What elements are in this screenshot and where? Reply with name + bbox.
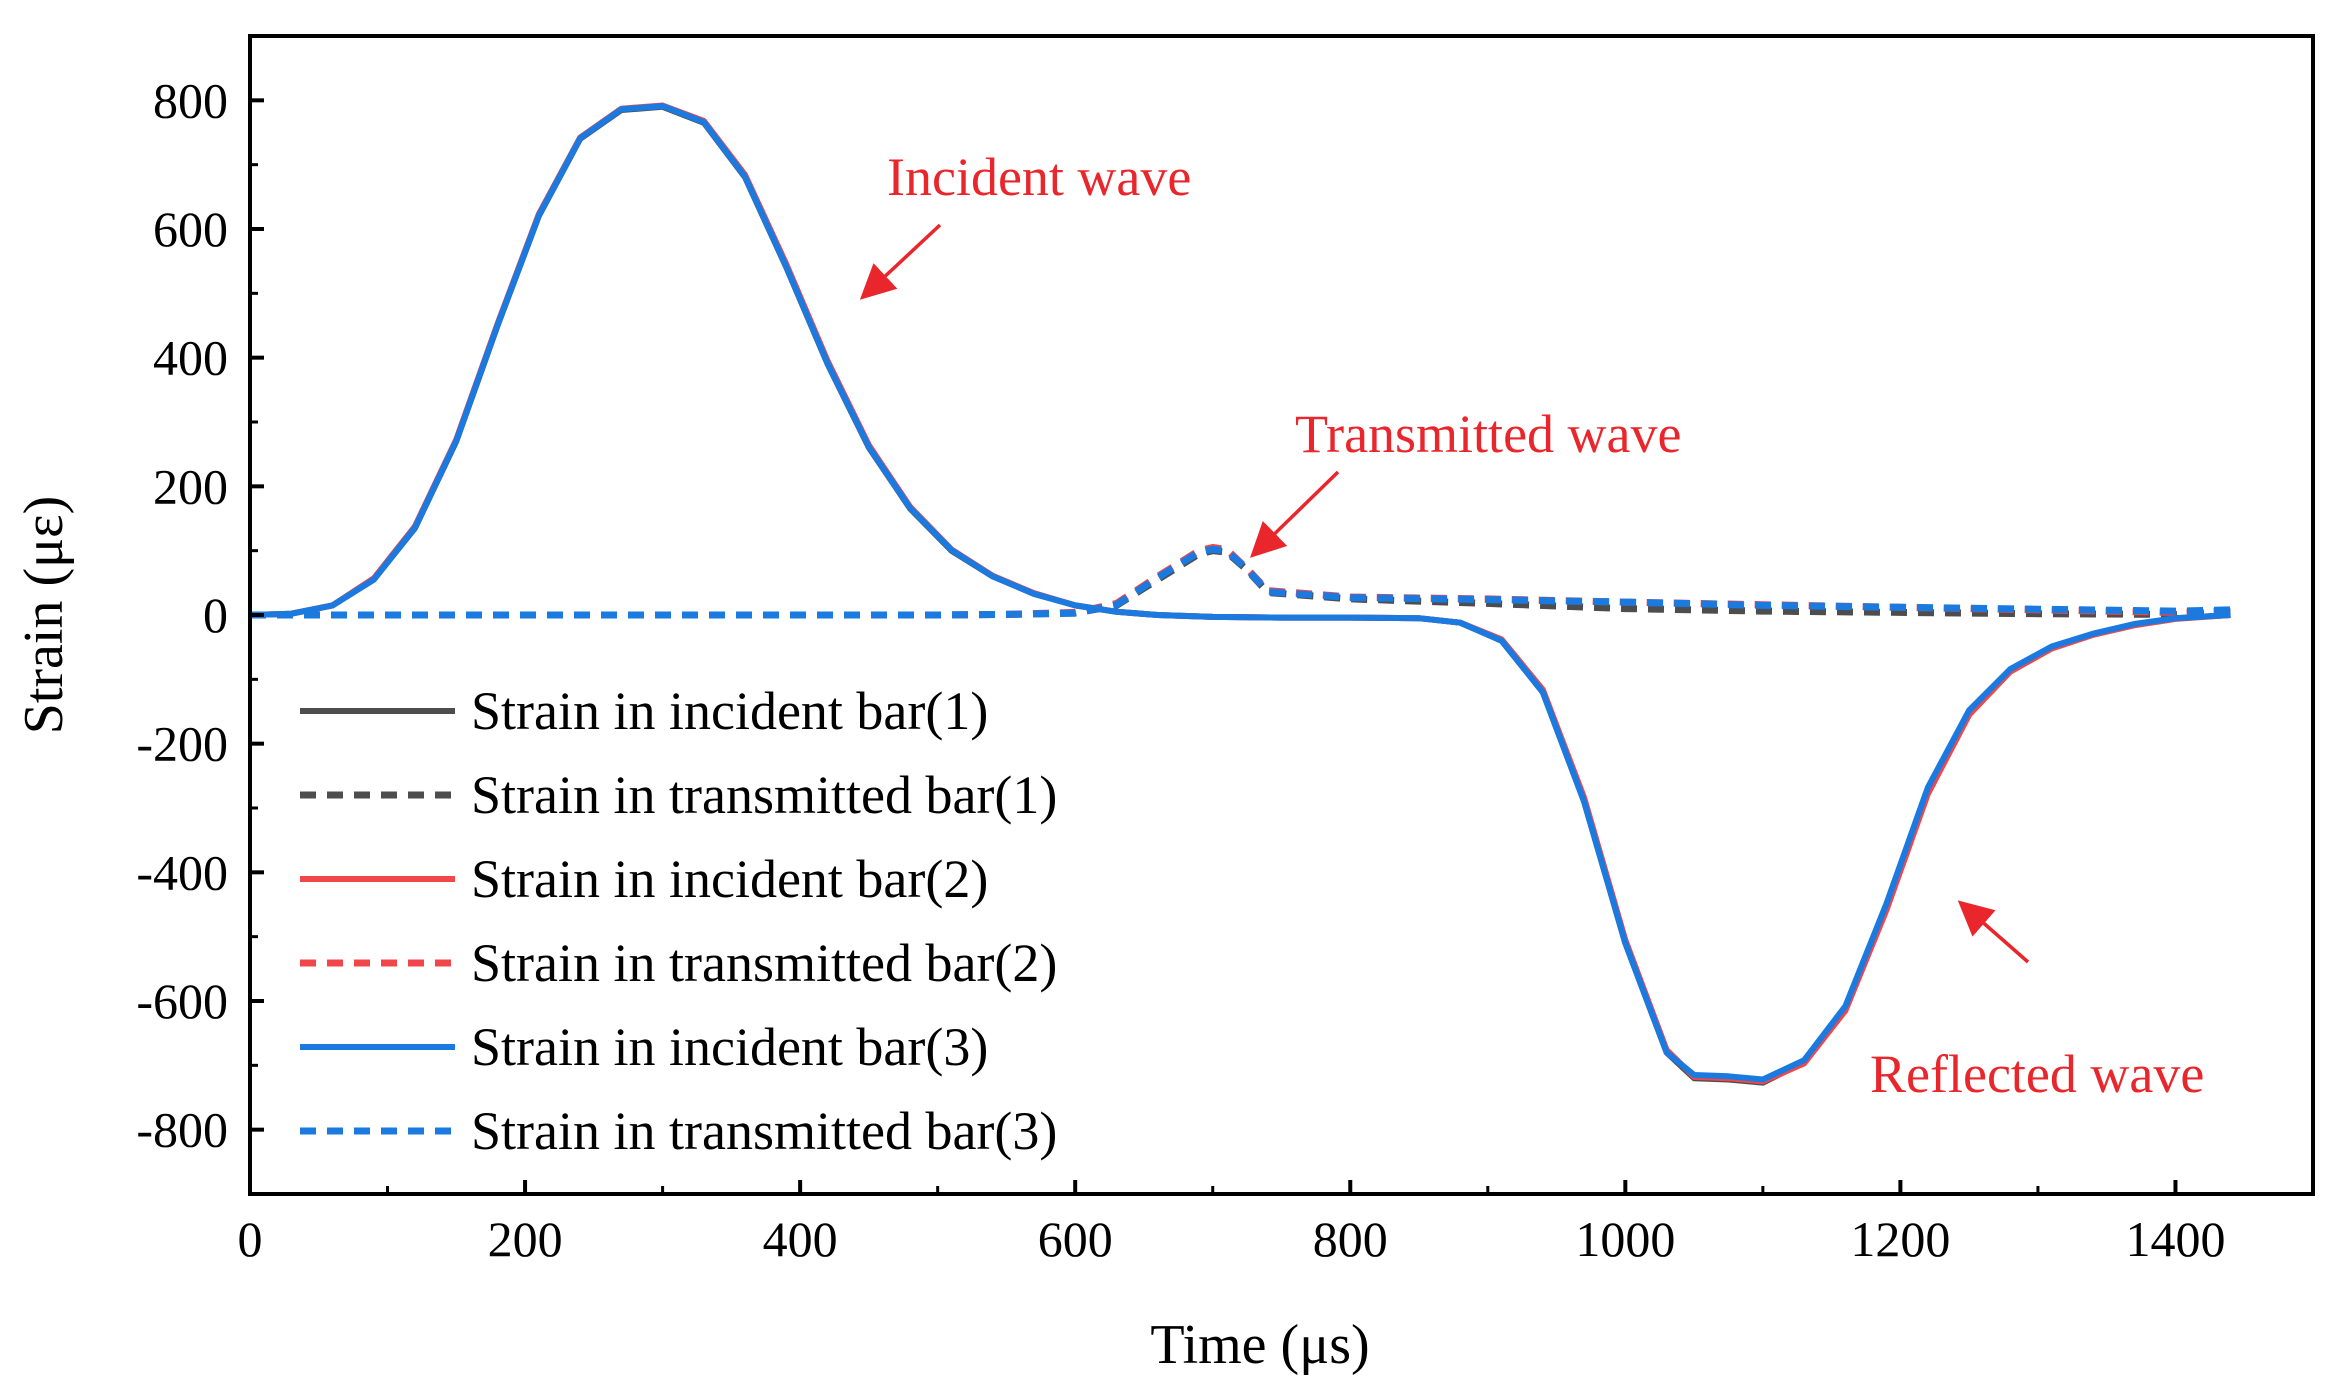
- y-tick-label: 200: [153, 458, 228, 514]
- legend-label: Strain in incident bar(1): [471, 681, 988, 741]
- transmitted-wave-label: Transmitted wave: [1295, 404, 1681, 464]
- legend-item-5: Strain in incident bar(3): [300, 1017, 988, 1077]
- series-line-6: [250, 545, 2231, 619]
- x-axis-ticks: 0 200 400 600 800 1000 1200 1400: [238, 1180, 2225, 1267]
- y-tick-label: 600: [153, 201, 228, 257]
- y-tick-label: -400: [136, 844, 228, 900]
- reflected-wave-annotation: Reflected wave: [1870, 900, 2204, 1104]
- legend-item-4: Strain in transmitted bar(2): [300, 933, 1057, 993]
- x-tick-label: 400: [763, 1211, 838, 1267]
- x-tick-label: 1200: [1850, 1211, 1950, 1267]
- x-tick-label: 200: [488, 1211, 563, 1267]
- incident-wave-arrow: [859, 223, 942, 300]
- series-layer: [250, 102, 2231, 1086]
- y-tick-label: 400: [153, 330, 228, 386]
- reflected-wave-label: Reflected wave: [1870, 1044, 2204, 1104]
- legend-label: Strain in transmitted bar(2): [471, 933, 1057, 993]
- y-tick-label: -200: [136, 716, 228, 772]
- incident-wave-label: Incident wave: [887, 147, 1191, 207]
- legend-item-6: Strain in transmitted bar(3): [300, 1101, 1057, 1161]
- legend-item-3: Strain in incident bar(2): [300, 849, 988, 909]
- series-line-4: [250, 544, 2231, 619]
- x-tick-label: 800: [1313, 1211, 1388, 1267]
- y-axis-title: Strain (με): [13, 496, 75, 735]
- transmitted-wave-annotation: Transmitted wave: [1249, 404, 1681, 558]
- x-axis-title: Time (μs): [1150, 1314, 1369, 1376]
- legend-item-1: Strain in incident bar(1): [300, 681, 988, 741]
- x-tick-label: 600: [1038, 1211, 1113, 1267]
- legend-label: Strain in incident bar(3): [471, 1017, 988, 1077]
- series-line-5: [250, 103, 2231, 1083]
- x-tick-label: 1000: [1575, 1211, 1675, 1267]
- legend: Strain in incident bar(1) Strain in trans…: [300, 681, 1057, 1161]
- incident-wave-annotation: Incident wave: [859, 147, 1191, 300]
- y-tick-label: -600: [136, 973, 228, 1029]
- legend-item-2: Strain in transmitted bar(1): [300, 765, 1057, 825]
- y-axis-ticks: 800 600 400 200 0 -200 -400 -600 -800: [136, 34, 264, 1196]
- y-tick-label: 800: [153, 72, 228, 128]
- legend-label: Strain in incident bar(2): [471, 849, 988, 909]
- reflected-wave-arrow: [1957, 900, 2030, 964]
- y-tick-label: -800: [136, 1102, 228, 1158]
- legend-label: Strain in transmitted bar(3): [471, 1101, 1057, 1161]
- x-tick-label: 1400: [2125, 1211, 2225, 1267]
- legend-label: Strain in transmitted bar(1): [471, 765, 1057, 825]
- transmitted-wave-arrow: [1249, 470, 1340, 558]
- y-tick-label: 0: [203, 587, 228, 643]
- x-tick-label: 0: [238, 1211, 263, 1267]
